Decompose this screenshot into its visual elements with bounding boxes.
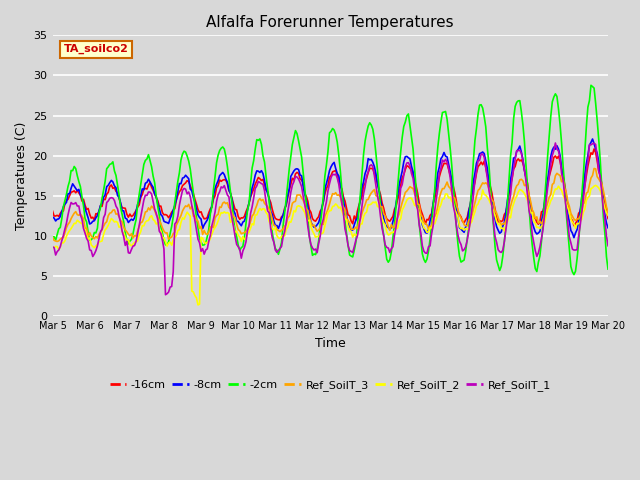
Ref_SoilT_3	[216, 204, 223, 210]
-8cm	[233, 218, 241, 224]
Ref_SoilT_2	[234, 232, 242, 238]
-8cm	[242, 214, 250, 219]
Ref_SoilT_1	[576, 223, 584, 228]
-8cm	[49, 214, 56, 220]
-16cm	[214, 183, 222, 189]
Line: -8cm: -8cm	[52, 139, 608, 238]
-8cm	[589, 136, 596, 142]
Ref_SoilT_1	[162, 292, 170, 298]
Line: Ref_SoilT_3: Ref_SoilT_3	[52, 168, 608, 241]
-16cm	[590, 146, 598, 152]
-16cm	[604, 216, 612, 221]
-16cm	[292, 171, 300, 177]
Line: Ref_SoilT_1: Ref_SoilT_1	[52, 143, 608, 295]
-16cm	[233, 207, 241, 213]
-2cm	[233, 234, 241, 240]
Ref_SoilT_2	[604, 213, 612, 218]
Ref_SoilT_3	[53, 239, 61, 244]
-2cm	[214, 152, 222, 158]
-8cm	[604, 225, 612, 231]
Ref_SoilT_3	[575, 216, 582, 222]
Ref_SoilT_2	[575, 221, 582, 227]
-2cm	[242, 221, 250, 227]
Line: Ref_SoilT_2: Ref_SoilT_2	[52, 185, 608, 305]
-2cm	[587, 83, 595, 88]
Ref_SoilT_3	[234, 227, 242, 232]
Ref_SoilT_2	[216, 213, 223, 219]
Ref_SoilT_3	[590, 166, 598, 171]
Ref_SoilT_1	[234, 244, 242, 250]
Ref_SoilT_3	[118, 219, 126, 225]
Text: TA_soilco2: TA_soilco2	[63, 44, 129, 54]
Ref_SoilT_1	[244, 228, 252, 233]
-8cm	[116, 200, 124, 206]
Ref_SoilT_2	[592, 182, 600, 188]
Ref_SoilT_2	[49, 245, 56, 251]
-2cm	[570, 272, 578, 277]
-16cm	[116, 201, 124, 206]
-16cm	[49, 208, 56, 214]
Ref_SoilT_1	[293, 174, 301, 180]
-8cm	[292, 167, 300, 172]
Ref_SoilT_1	[216, 189, 223, 195]
-16cm	[575, 210, 582, 216]
-2cm	[604, 266, 612, 272]
Legend: -16cm, -8cm, -2cm, Ref_SoilT_3, Ref_SoilT_2, Ref_SoilT_1: -16cm, -8cm, -2cm, Ref_SoilT_3, Ref_Soil…	[105, 375, 556, 395]
Ref_SoilT_2	[116, 223, 124, 229]
X-axis label: Time: Time	[315, 337, 346, 350]
-2cm	[116, 204, 124, 210]
Line: -16cm: -16cm	[52, 149, 608, 226]
-8cm	[214, 178, 222, 184]
Ref_SoilT_1	[116, 220, 124, 226]
-8cm	[575, 219, 582, 225]
Y-axis label: Temperatures (C): Temperatures (C)	[15, 122, 28, 230]
-8cm	[570, 235, 578, 240]
Ref_SoilT_3	[49, 234, 56, 240]
-2cm	[292, 128, 300, 133]
Ref_SoilT_3	[604, 209, 612, 215]
Line: -2cm: -2cm	[52, 85, 608, 275]
Ref_SoilT_2	[244, 231, 252, 237]
Ref_SoilT_3	[244, 226, 252, 232]
Title: Alfalfa Forerunner Temperatures: Alfalfa Forerunner Temperatures	[207, 15, 454, 30]
Ref_SoilT_2	[194, 302, 202, 308]
Ref_SoilT_1	[49, 244, 56, 250]
Ref_SoilT_1	[604, 243, 612, 249]
-2cm	[49, 234, 56, 240]
Ref_SoilT_2	[293, 204, 301, 209]
Ref_SoilT_3	[293, 192, 301, 198]
-16cm	[570, 223, 578, 228]
-2cm	[575, 240, 582, 246]
Ref_SoilT_1	[552, 140, 559, 146]
-16cm	[242, 209, 250, 215]
